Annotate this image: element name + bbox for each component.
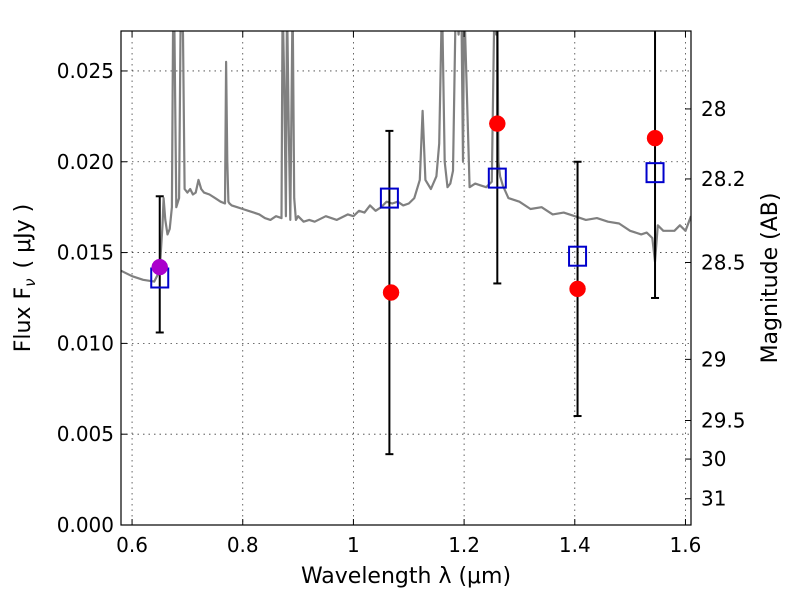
observed-dot-marker [569,280,586,298]
plot-area [121,31,691,456]
y-axis-label-main: Flux F [11,287,36,352]
y-axis-label-sub: ν [21,278,39,286]
y2-tick-label: 31 [701,487,726,511]
y-axis-label-unit: ( μJy ) [11,204,36,269]
model-square-marker [379,187,399,209]
y2-tick-label: 29 [701,347,726,371]
observed-dot-marker [646,129,664,147]
spectrum-line [121,31,691,283]
y2-tick-label: 28.2 [701,167,746,191]
x-tick-label: 1 [347,533,360,557]
y2-axis-label: Magnitude (AB) [758,193,783,364]
model-square-marker [645,162,665,184]
y-axis-label: Flux Fν ( μJy ) [11,204,39,352]
x-tick-label: 1.6 [670,533,702,557]
x-tick-label: 0.8 [227,533,259,557]
y-tick-label: 0.005 [57,422,114,446]
y2-tick-label: 29.5 [701,408,746,432]
y2-tick-label: 28.5 [701,250,746,274]
y2-tick-label: 30 [701,447,726,471]
y-tick-label: 0.000 [57,513,114,537]
y2-tick-label: 28 [701,97,726,121]
observed-dot-marker [489,115,506,132]
model-square-marker [568,245,588,267]
y-tick-label: 0.025 [57,59,114,83]
y-tick-label: 0.015 [57,241,114,265]
model-square-marker [487,167,507,189]
observed-dot-marker [151,258,168,276]
x-axis-label: Wavelength λ (μm) [301,564,511,589]
grid-lines [121,31,691,526]
x-tick-label: 1.4 [559,533,591,557]
axis-ticks: 0.6 0.8 1 1.2 1.4 1.6 0.000 0.005 0.010 0.015 0.02… [57,31,746,557]
y-tick-label: 0.010 [57,331,114,355]
y-tick-label: 0.020 [57,150,114,174]
x-tick-label: 0.6 [116,533,148,557]
observed-dot-marker [382,284,400,301]
x-tick-label: 1.2 [448,533,480,557]
plot-frame [120,30,692,526]
